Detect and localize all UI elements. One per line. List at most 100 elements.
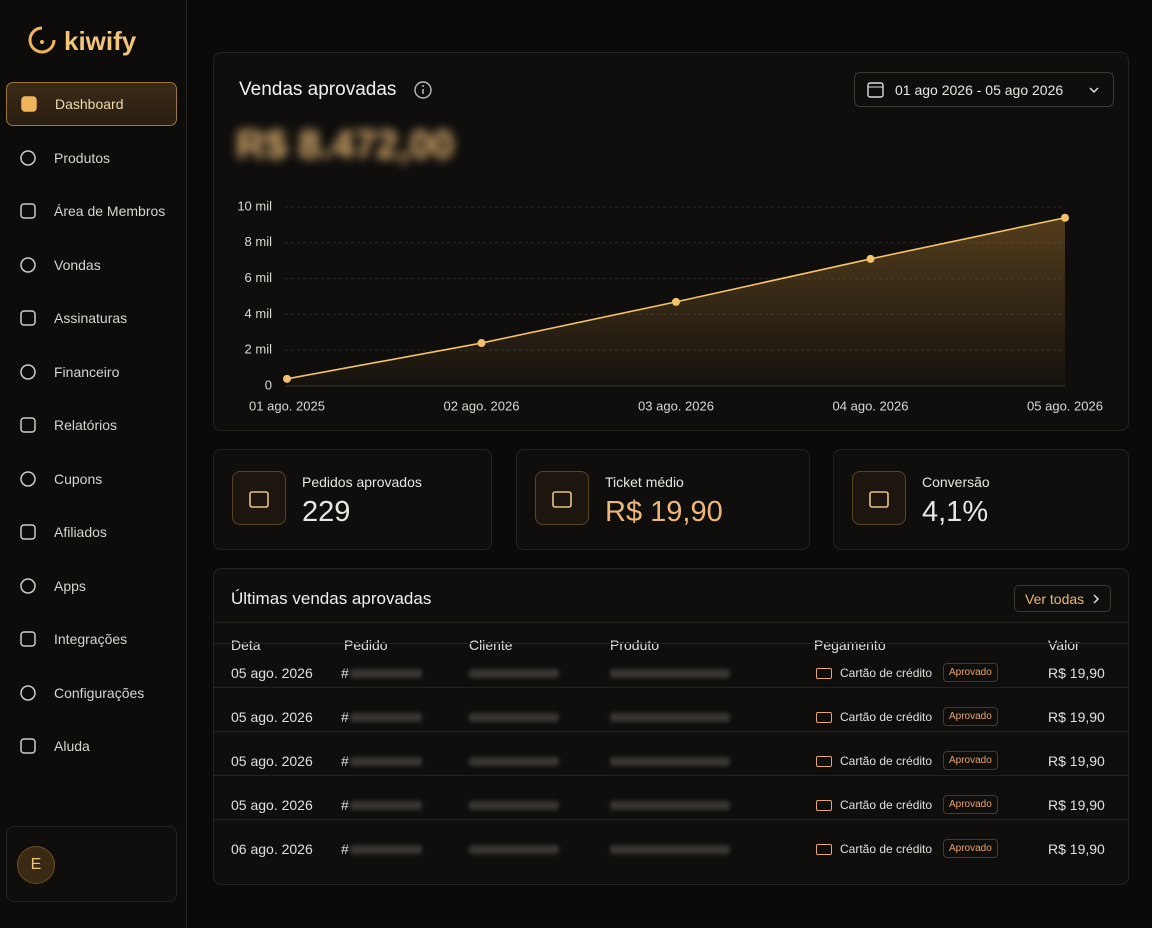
icon: [552, 491, 572, 508]
date: 05 ago. 2026: [231, 665, 313, 681]
view-all-button[interactable]: Ver todas: [1014, 585, 1111, 612]
status: Aprovado: [943, 839, 998, 858]
row-divider: [214, 687, 1128, 688]
card-icon: [816, 668, 832, 679]
payment: Cartão de crédito: [840, 842, 933, 856]
sales-card: Vendas aprovadas 01 ago 2026 - 05 ago 20…: [213, 52, 1129, 431]
blurred-id: [350, 713, 422, 722]
blurred-product: [610, 801, 730, 810]
nav-label: Vondas: [54, 256, 101, 273]
stat-icon: [852, 471, 906, 525]
date-range: 01 ago 2026 - 05 ago 2026: [895, 81, 1064, 98]
icon: [869, 491, 889, 508]
blurred-client: [469, 801, 559, 810]
blurred-product: [610, 713, 730, 722]
nav-item[interactable]: Aluda: [6, 724, 177, 768]
nav-item[interactable]: Cupons: [6, 457, 177, 501]
blurred-id: [350, 757, 422, 766]
stat-icon: [535, 471, 589, 525]
stat-card: Pedidos aprovados 229: [213, 449, 492, 550]
blurred-product: [610, 669, 730, 678]
nav-label: Assinaturas: [54, 310, 128, 326]
calendar-icon: [867, 81, 884, 98]
column-header: Produto: [610, 637, 660, 653]
order: #: [341, 753, 349, 769]
payment: Cartão de crédito: [840, 754, 933, 768]
blurred-client: [469, 669, 559, 678]
table-title: Últimas vendas aprovadas: [231, 589, 432, 608]
stat-value: 4,1%: [922, 496, 989, 528]
nav-item[interactable]: Relatórios: [6, 403, 177, 447]
card-icon: [816, 844, 832, 855]
nav-label: Dashboard: [55, 96, 124, 112]
nav-label: Área de Membros: [54, 203, 166, 219]
nav-item[interactable]: Integrações: [6, 617, 177, 661]
nav-item[interactable]: Área de Membros: [6, 189, 177, 233]
blurred-id: [350, 845, 422, 854]
nav-item[interactable]: Assinaturas: [6, 296, 177, 340]
date: 05 ago. 2026: [231, 709, 313, 725]
date: 05 ago. 2026: [231, 797, 313, 813]
table-card: Últimas vendas aprovadas Ver todas Deta P…: [213, 568, 1129, 885]
status: Aprovado: [943, 707, 998, 726]
order: #: [341, 709, 349, 725]
blurred-product: [610, 757, 730, 766]
nav-icon: [20, 310, 36, 326]
value: R$ 19,90: [1048, 665, 1105, 681]
nav-label: Afiliados: [54, 524, 107, 540]
blurred-id: [350, 801, 422, 810]
nav-label: Produtos: [54, 149, 111, 166]
card-icon: [816, 756, 832, 767]
nav-icon: [20, 203, 36, 219]
total: R$ 8.472,00: [236, 123, 454, 167]
row-divider: [214, 819, 1128, 820]
card-icon: [816, 712, 832, 723]
info-icon[interactable]: [413, 80, 433, 100]
column-header: Pegamento: [814, 637, 886, 653]
nav-item[interactable]: Dashboard: [6, 82, 177, 126]
nav-label: Cupons: [54, 470, 103, 487]
blurred-client: [469, 845, 559, 854]
nav-icon: [20, 417, 36, 433]
chevron: [1093, 594, 1100, 604]
stat-label: Ticket médio: [605, 474, 684, 490]
status: Aprovado: [943, 751, 998, 770]
order: #: [341, 797, 349, 813]
nav-icon: [20, 470, 36, 487]
order: #: [341, 841, 349, 857]
nav-icon: [20, 363, 36, 380]
nav-item[interactable]: Vondas: [6, 243, 177, 287]
nav-icon: [20, 738, 36, 754]
column-header: Pedido: [344, 637, 388, 653]
payment: Cartão de crédito: [840, 710, 933, 724]
stat-label: Pedidos aprovados: [302, 474, 422, 490]
nav-icon: [20, 524, 36, 540]
value: R$ 19,90: [1048, 709, 1105, 725]
blurred-client: [469, 757, 559, 766]
chevron: [1089, 87, 1099, 94]
nav-item[interactable]: Produtos: [6, 136, 177, 180]
value: R$ 19,90: [1048, 753, 1105, 769]
status: Aprovado: [943, 795, 998, 814]
divider: [214, 622, 1128, 623]
stat-icon: [232, 471, 286, 525]
nav-label: Configurações: [54, 684, 145, 701]
nav-item[interactable]: Configurações: [6, 671, 177, 715]
row-divider: [214, 775, 1128, 776]
nav-icon: [21, 96, 37, 112]
card-icon: [816, 800, 832, 811]
nav-item[interactable]: Financeiro: [6, 350, 177, 394]
column-header: Deta: [231, 637, 261, 653]
sidebar: kiwify Dashboard Produtos Área de Membros V…: [0, 0, 187, 928]
user-box: E: [6, 826, 177, 902]
blurred-id: [350, 669, 422, 678]
value: R$ 19,90: [1048, 797, 1105, 813]
avatar[interactable]: E: [17, 846, 55, 884]
date: 05 ago. 2026: [231, 753, 313, 769]
date: 06 ago. 2026: [231, 841, 313, 857]
nav-icon: [20, 256, 36, 273]
button-label: Ver todas: [1025, 590, 1085, 607]
nav-item[interactable]: Apps: [6, 564, 177, 608]
date-picker[interactable]: 01 ago 2026 - 05 ago 2026: [854, 72, 1114, 107]
nav-item[interactable]: Afiliados: [6, 510, 177, 554]
